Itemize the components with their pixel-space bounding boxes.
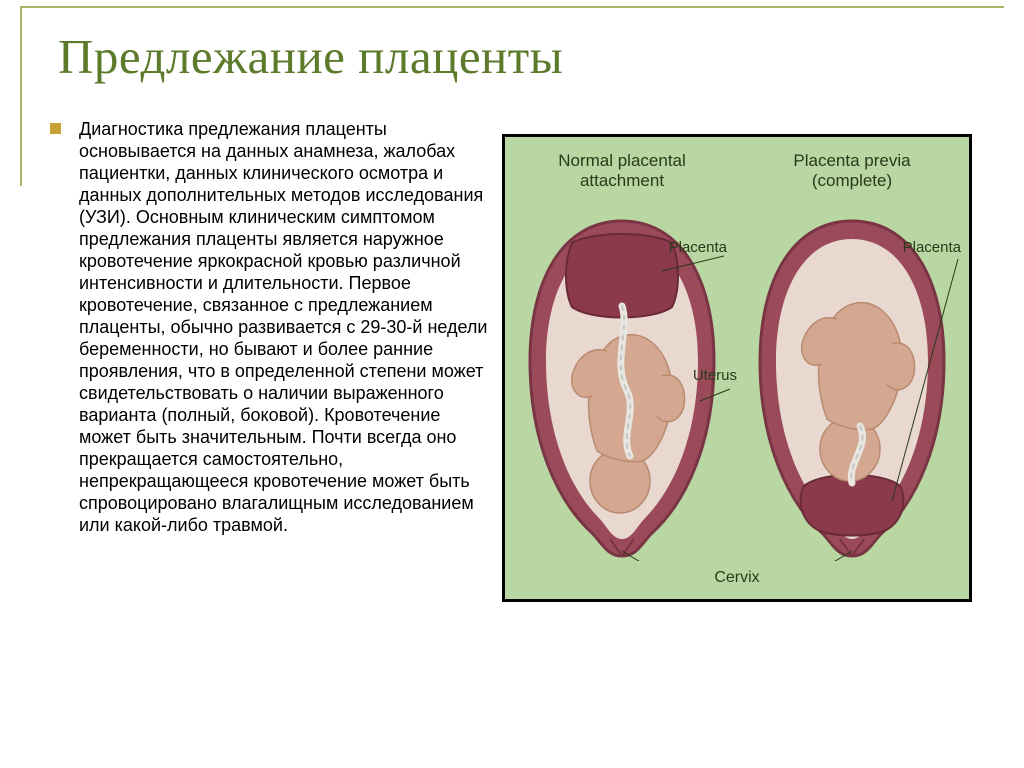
content-area: Диагностика предлежания плаценты основыв… <box>50 118 1004 748</box>
slide-border-top <box>20 6 1004 8</box>
panel-normal-title: Normal placental attachment <box>511 151 733 191</box>
slide-border-side <box>20 6 22 186</box>
figure-container: Normal placental attachment <box>502 134 972 602</box>
body-paragraph: Диагностика предлежания плаценты основыв… <box>79 118 490 748</box>
panel-title-line: (complete) <box>812 171 892 190</box>
panel-title-line: Placenta previa <box>793 151 910 170</box>
panel-normal: Normal placental attachment <box>511 147 733 585</box>
slide-title: Предлежание плаценты <box>58 28 563 85</box>
label-placenta: Placenta <box>669 239 727 256</box>
label-uterus: Uterus <box>693 367 737 384</box>
panel-previa-title: Placenta previa (complete) <box>741 151 963 191</box>
bullet-icon <box>50 123 61 134</box>
figure-frame: Normal placental attachment <box>502 134 972 602</box>
panel-title-line: attachment <box>580 171 664 190</box>
text-column: Диагностика предлежания плаценты основыв… <box>50 118 490 748</box>
panel-previa: Placenta previa (complete) <box>741 147 963 585</box>
panel-title-line: Normal placental <box>558 151 686 170</box>
label-cervix: Cervix <box>714 569 759 587</box>
label-placenta: Placenta <box>903 239 961 256</box>
